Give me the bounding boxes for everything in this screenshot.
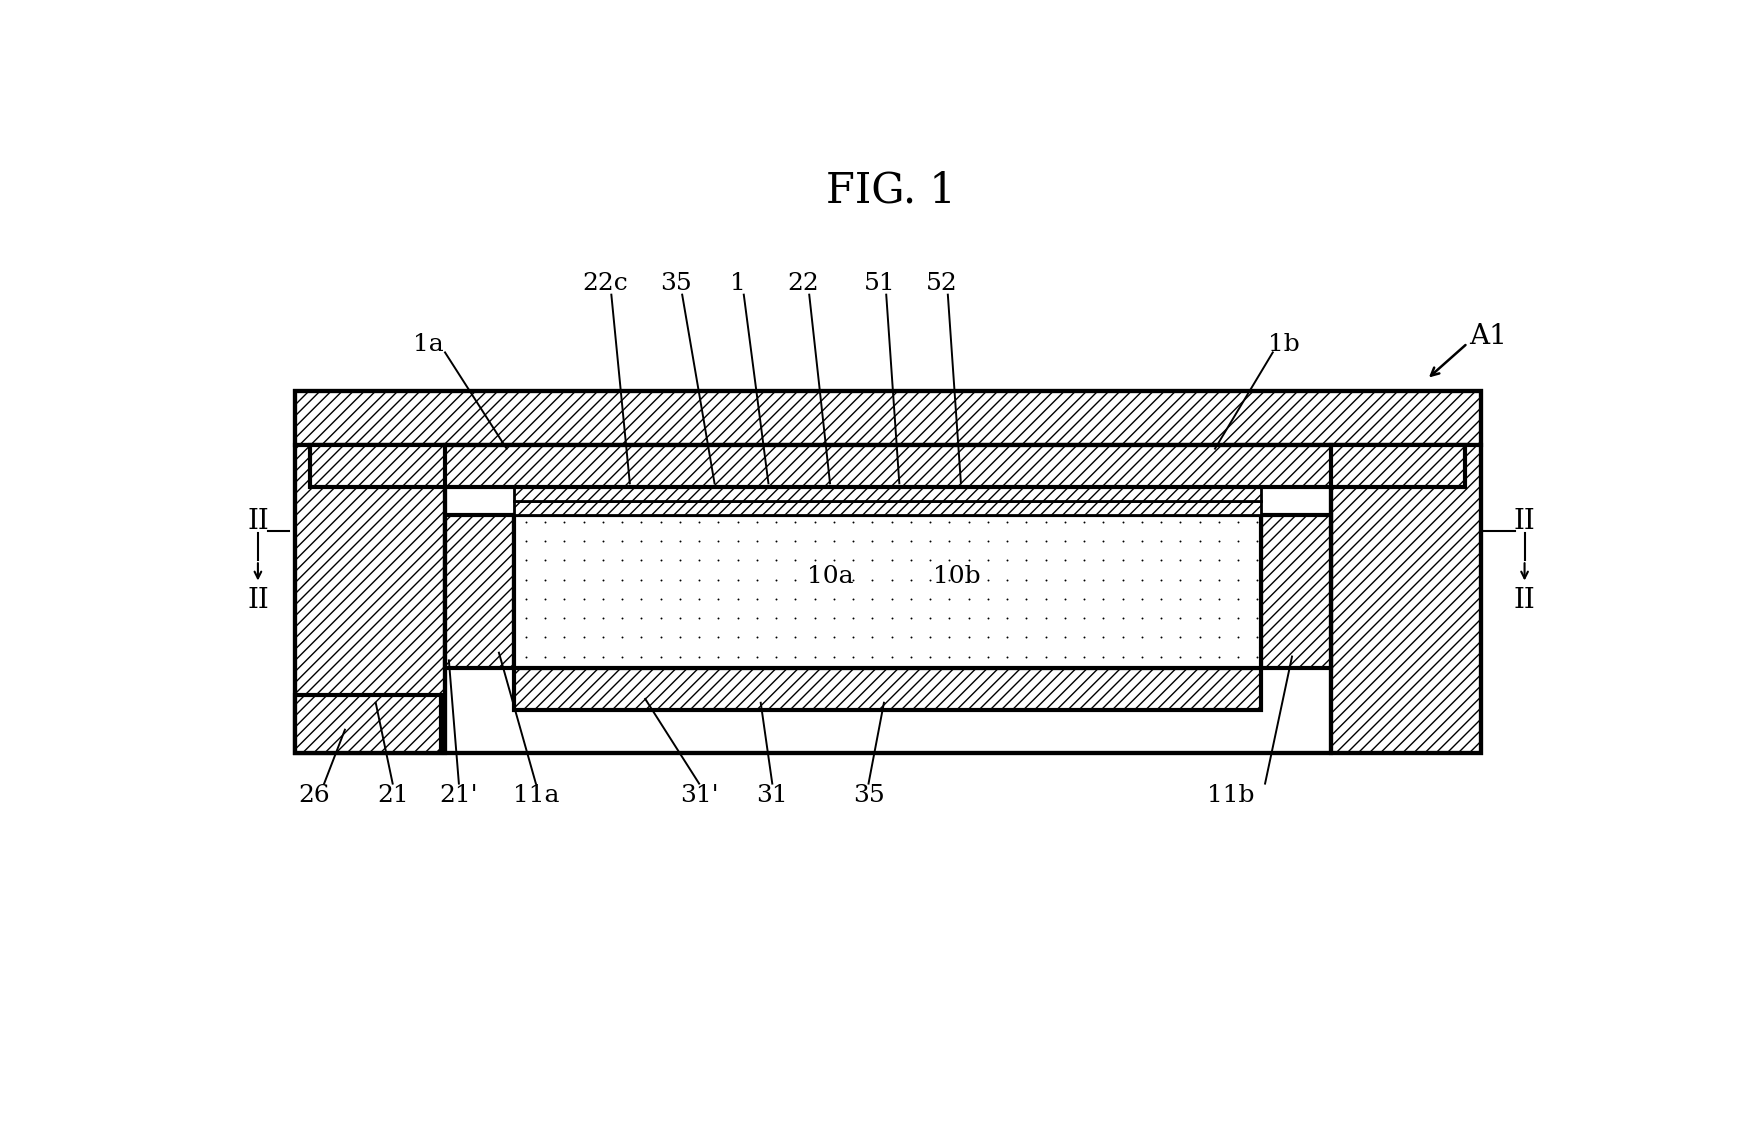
Text: 31: 31 bbox=[756, 783, 788, 807]
Text: 10b: 10b bbox=[934, 564, 981, 587]
Bar bbox=[445, 445, 1330, 752]
Text: 11a: 11a bbox=[513, 783, 560, 807]
Text: 22c: 22c bbox=[583, 271, 628, 294]
Text: FIG. 1: FIG. 1 bbox=[826, 170, 956, 212]
Bar bbox=[1330, 445, 1480, 752]
Bar bbox=[296, 391, 1480, 445]
Bar bbox=[515, 668, 1261, 710]
Text: 35: 35 bbox=[852, 783, 885, 807]
Text: 1: 1 bbox=[730, 271, 746, 294]
Bar bbox=[515, 515, 1261, 668]
Text: A1: A1 bbox=[1469, 324, 1508, 350]
Bar bbox=[296, 391, 1480, 752]
Bar bbox=[310, 445, 1466, 487]
Text: 21: 21 bbox=[377, 783, 409, 807]
Text: 10a: 10a bbox=[807, 564, 854, 587]
Bar bbox=[296, 695, 442, 752]
Bar bbox=[515, 487, 1261, 500]
Text: II: II bbox=[247, 587, 270, 614]
Text: 51: 51 bbox=[864, 271, 896, 294]
Text: 31': 31' bbox=[680, 783, 718, 807]
Bar bbox=[296, 445, 445, 752]
Text: 26: 26 bbox=[299, 783, 330, 807]
Text: 22: 22 bbox=[788, 271, 819, 294]
Text: 35: 35 bbox=[661, 271, 692, 294]
Bar bbox=[1261, 515, 1330, 668]
Text: 52: 52 bbox=[925, 271, 958, 294]
Text: 1b: 1b bbox=[1268, 333, 1301, 356]
Bar bbox=[515, 500, 1261, 515]
Text: 21': 21' bbox=[440, 783, 478, 807]
Text: II: II bbox=[1513, 587, 1536, 614]
Text: II: II bbox=[247, 508, 270, 536]
Text: II: II bbox=[1513, 508, 1536, 536]
Bar bbox=[445, 515, 515, 668]
Text: 11b: 11b bbox=[1207, 783, 1254, 807]
Text: 1a: 1a bbox=[412, 333, 443, 356]
